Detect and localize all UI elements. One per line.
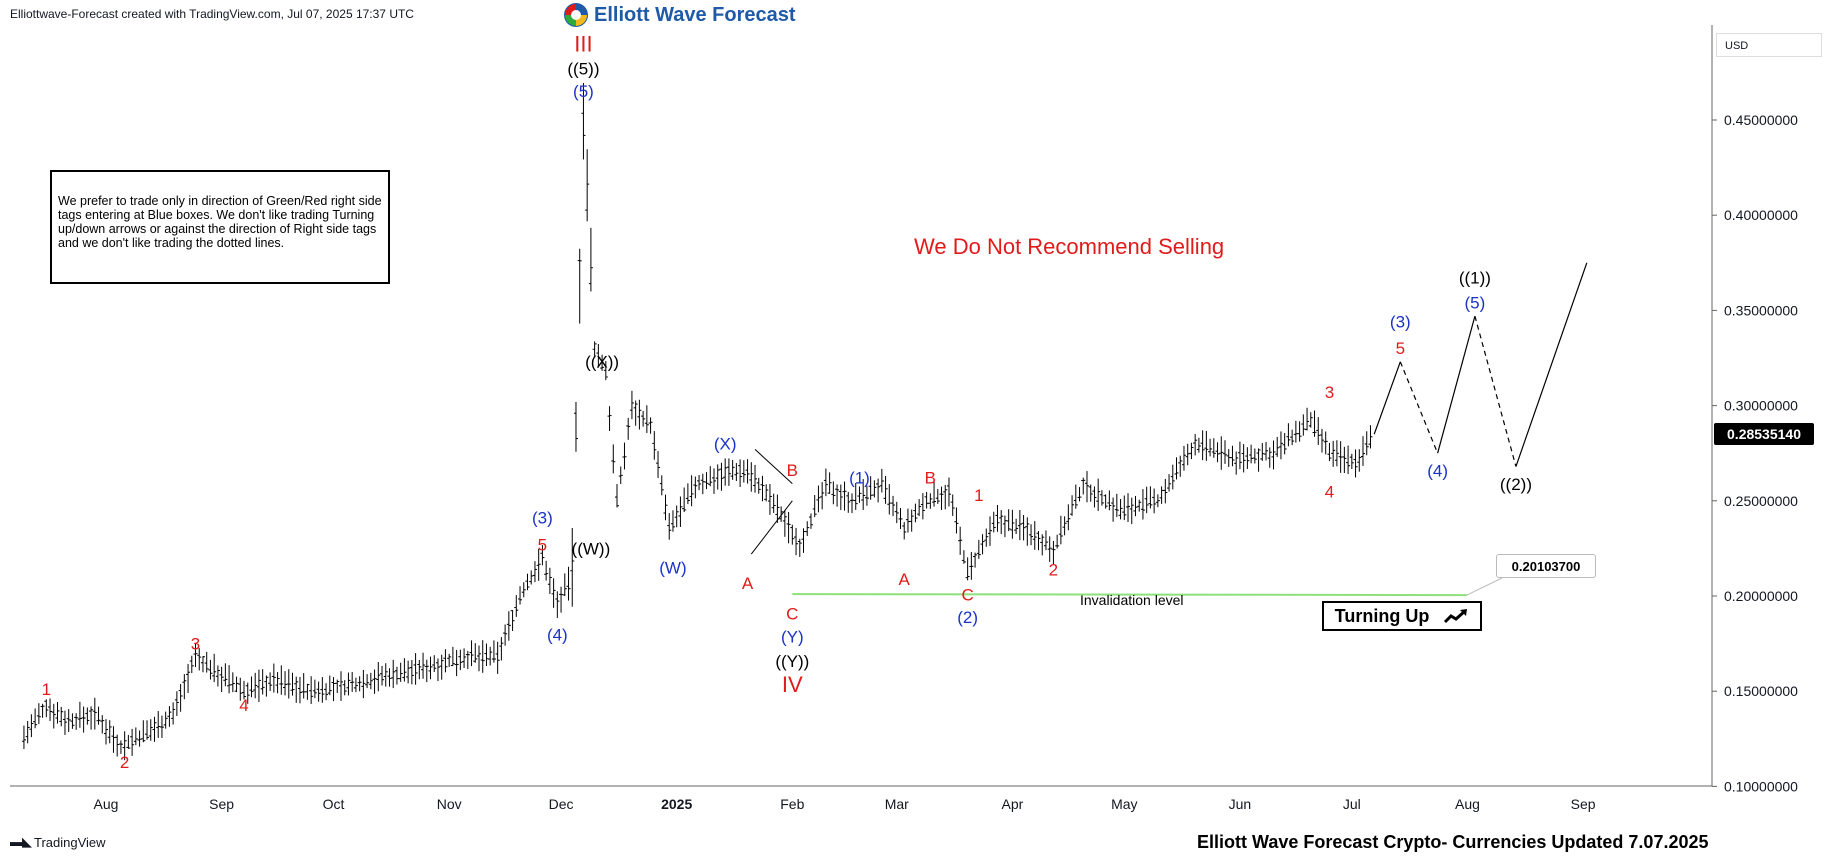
invalidation-price-label: 0.20103700: [1496, 554, 1596, 578]
y-axis-ticks: 0.45000000 0.40000000 0.35000000 0.30000000…: [1712, 112, 1798, 794]
trend-up-arrow-icon: [1444, 609, 1468, 624]
wave-label: 4: [239, 696, 248, 715]
projection-segment: [1399, 361, 1439, 454]
wave-label: (4): [547, 625, 568, 644]
footer-text: Elliott Wave Forecast Crypto- Currencies…: [1197, 832, 1709, 852]
wave-label: 5: [1396, 339, 1405, 358]
projection-segment: [1437, 315, 1476, 454]
y-tick-label: 0.30000000: [1724, 398, 1798, 414]
wave-label: 3: [191, 634, 200, 653]
wave-label: C: [786, 604, 798, 623]
wave-label: 2: [120, 753, 129, 772]
wave-label: III: [574, 31, 592, 56]
wave-label: (3): [1390, 313, 1411, 332]
brand-name: Elliott Wave Forecast: [594, 3, 796, 26]
x-tick-label: Aug: [94, 796, 119, 812]
y-tick-label: 0.20000000: [1724, 588, 1798, 604]
globe-logo-icon: [564, 3, 588, 27]
y-tick-label: 0.35000000: [1724, 302, 1798, 318]
last-price-tag: 0.28535140: [1714, 423, 1814, 445]
x-tick-label: Aug: [1455, 796, 1480, 812]
tradingview-logo-text: TradingView: [34, 834, 106, 850]
wave-label: (1): [849, 469, 870, 488]
x-tick-label: Oct: [323, 796, 345, 812]
created-by-text: Elliottwave-Forecast created with Tradin…: [10, 7, 414, 21]
invalidation-label: Invalidation level: [1080, 592, 1184, 608]
y-tick-label: 0.45000000: [1724, 112, 1798, 128]
x-tick-label: Feb: [780, 796, 804, 812]
currency-label: USD: [1716, 33, 1822, 57]
wave-label: ((W)): [572, 540, 611, 559]
wave-label: 2: [1049, 561, 1058, 580]
x-tick-label: May: [1111, 796, 1137, 812]
x-tick-label: 2025: [661, 796, 692, 812]
wave-label: C: [961, 585, 973, 604]
triangle-upper-line: [754, 449, 793, 485]
y-tick-label: 0.40000000: [1724, 207, 1798, 223]
y-tick-label: 0.10000000: [1724, 778, 1798, 794]
x-tick-label: Jul: [1343, 796, 1361, 812]
x-tick-label: Sep: [209, 796, 234, 812]
wave-label: 1: [974, 486, 983, 505]
wave-label: 3: [1325, 383, 1334, 402]
turning-up-label: Turning Up: [1334, 605, 1430, 626]
invalidation-callout-line: [1466, 577, 1503, 596]
trading-note-box: We prefer to trade only in direction of …: [50, 170, 390, 284]
price-bars: [21, 83, 1373, 761]
x-tick-label: Apr: [1001, 796, 1023, 812]
invalidation-line: [792, 593, 1467, 597]
wave-label: (4): [1427, 462, 1448, 481]
projection-segment: [1373, 361, 1401, 435]
wave-label: (5): [573, 82, 594, 101]
wave-label: IV: [782, 672, 803, 697]
tradingview-logo: ▬◣ TradingView: [10, 834, 106, 850]
x-axis-ticks: Aug Sep Oct Nov Dec 2025 Feb Mar Apr May Jun Jul Aug…: [94, 796, 1596, 812]
y-tick-label: 0.25000000: [1724, 493, 1798, 509]
wave-label: B: [925, 469, 936, 488]
wave-label: ((5)): [567, 59, 599, 78]
wave-labels: 1 2 3 4 (3) 5 (4) III ((5)) (5) ((X)) ((W)) (W) (X) A B…: [42, 31, 1532, 771]
x-tick-label: Dec: [549, 796, 574, 812]
wave-label: ((1)): [1459, 269, 1491, 288]
wave-label: 5: [538, 535, 547, 554]
wave-label: ((2)): [1500, 475, 1532, 494]
x-tick-label: Mar: [885, 796, 909, 812]
projection-segment: [1515, 262, 1588, 467]
wave-label: B: [787, 461, 798, 480]
wave-label: ((X)): [585, 353, 619, 372]
wave-label: (W): [659, 559, 686, 578]
overlays: [750, 262, 1588, 597]
tradingview-icon: ▬◣: [10, 834, 32, 849]
x-tick-label: Nov: [437, 796, 462, 812]
turning-up-box: Turning Up: [1322, 601, 1482, 631]
wave-label: (2): [957, 608, 978, 627]
wave-label: (Y): [781, 627, 804, 646]
wave-label: A: [899, 570, 911, 589]
wave-label: A: [742, 574, 754, 593]
triangle-lower-line: [750, 500, 793, 555]
brand-logo: Elliott Wave Forecast: [563, 2, 796, 28]
y-tick-label: 0.15000000: [1724, 683, 1798, 699]
x-tick-label: Jun: [1229, 796, 1252, 812]
wave-label: (5): [1465, 293, 1486, 312]
wave-label: 4: [1325, 483, 1334, 502]
warning-text: We Do Not Recommend Selling: [914, 234, 1225, 259]
wave-label: (3): [532, 509, 553, 528]
projection-segment: [1474, 315, 1517, 467]
wave-label: ((Y)): [775, 652, 809, 671]
x-tick-label: Sep: [1571, 796, 1596, 812]
wave-label: 1: [42, 680, 51, 699]
wave-label: (X): [714, 434, 737, 453]
